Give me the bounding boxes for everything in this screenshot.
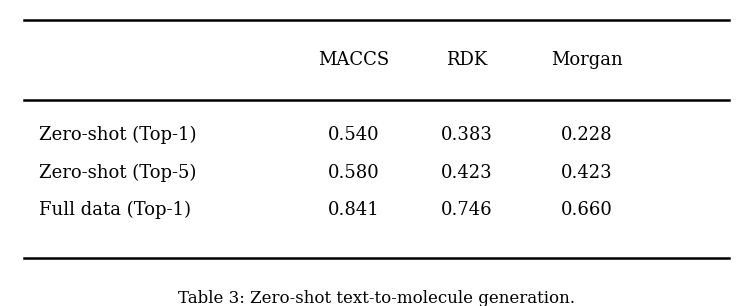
Text: Full data (Top-1): Full data (Top-1) bbox=[39, 201, 191, 219]
Text: RDK: RDK bbox=[446, 51, 487, 69]
Text: 0.228: 0.228 bbox=[561, 126, 612, 144]
Text: Zero-shot (Top-1): Zero-shot (Top-1) bbox=[39, 126, 197, 144]
Text: Morgan: Morgan bbox=[550, 51, 623, 69]
Text: 0.423: 0.423 bbox=[441, 163, 492, 181]
Text: 0.841: 0.841 bbox=[328, 201, 380, 219]
Text: 0.383: 0.383 bbox=[441, 126, 492, 144]
Text: MACCS: MACCS bbox=[319, 51, 389, 69]
Text: 0.423: 0.423 bbox=[561, 163, 612, 181]
Text: 0.746: 0.746 bbox=[441, 201, 492, 219]
Text: 0.580: 0.580 bbox=[328, 163, 380, 181]
Text: Zero-shot (Top-5): Zero-shot (Top-5) bbox=[39, 163, 197, 182]
Text: 0.660: 0.660 bbox=[561, 201, 612, 219]
Text: Table 3: Zero-shot text-to-molecule generation.: Table 3: Zero-shot text-to-molecule gene… bbox=[178, 290, 575, 306]
Text: 0.540: 0.540 bbox=[328, 126, 380, 144]
